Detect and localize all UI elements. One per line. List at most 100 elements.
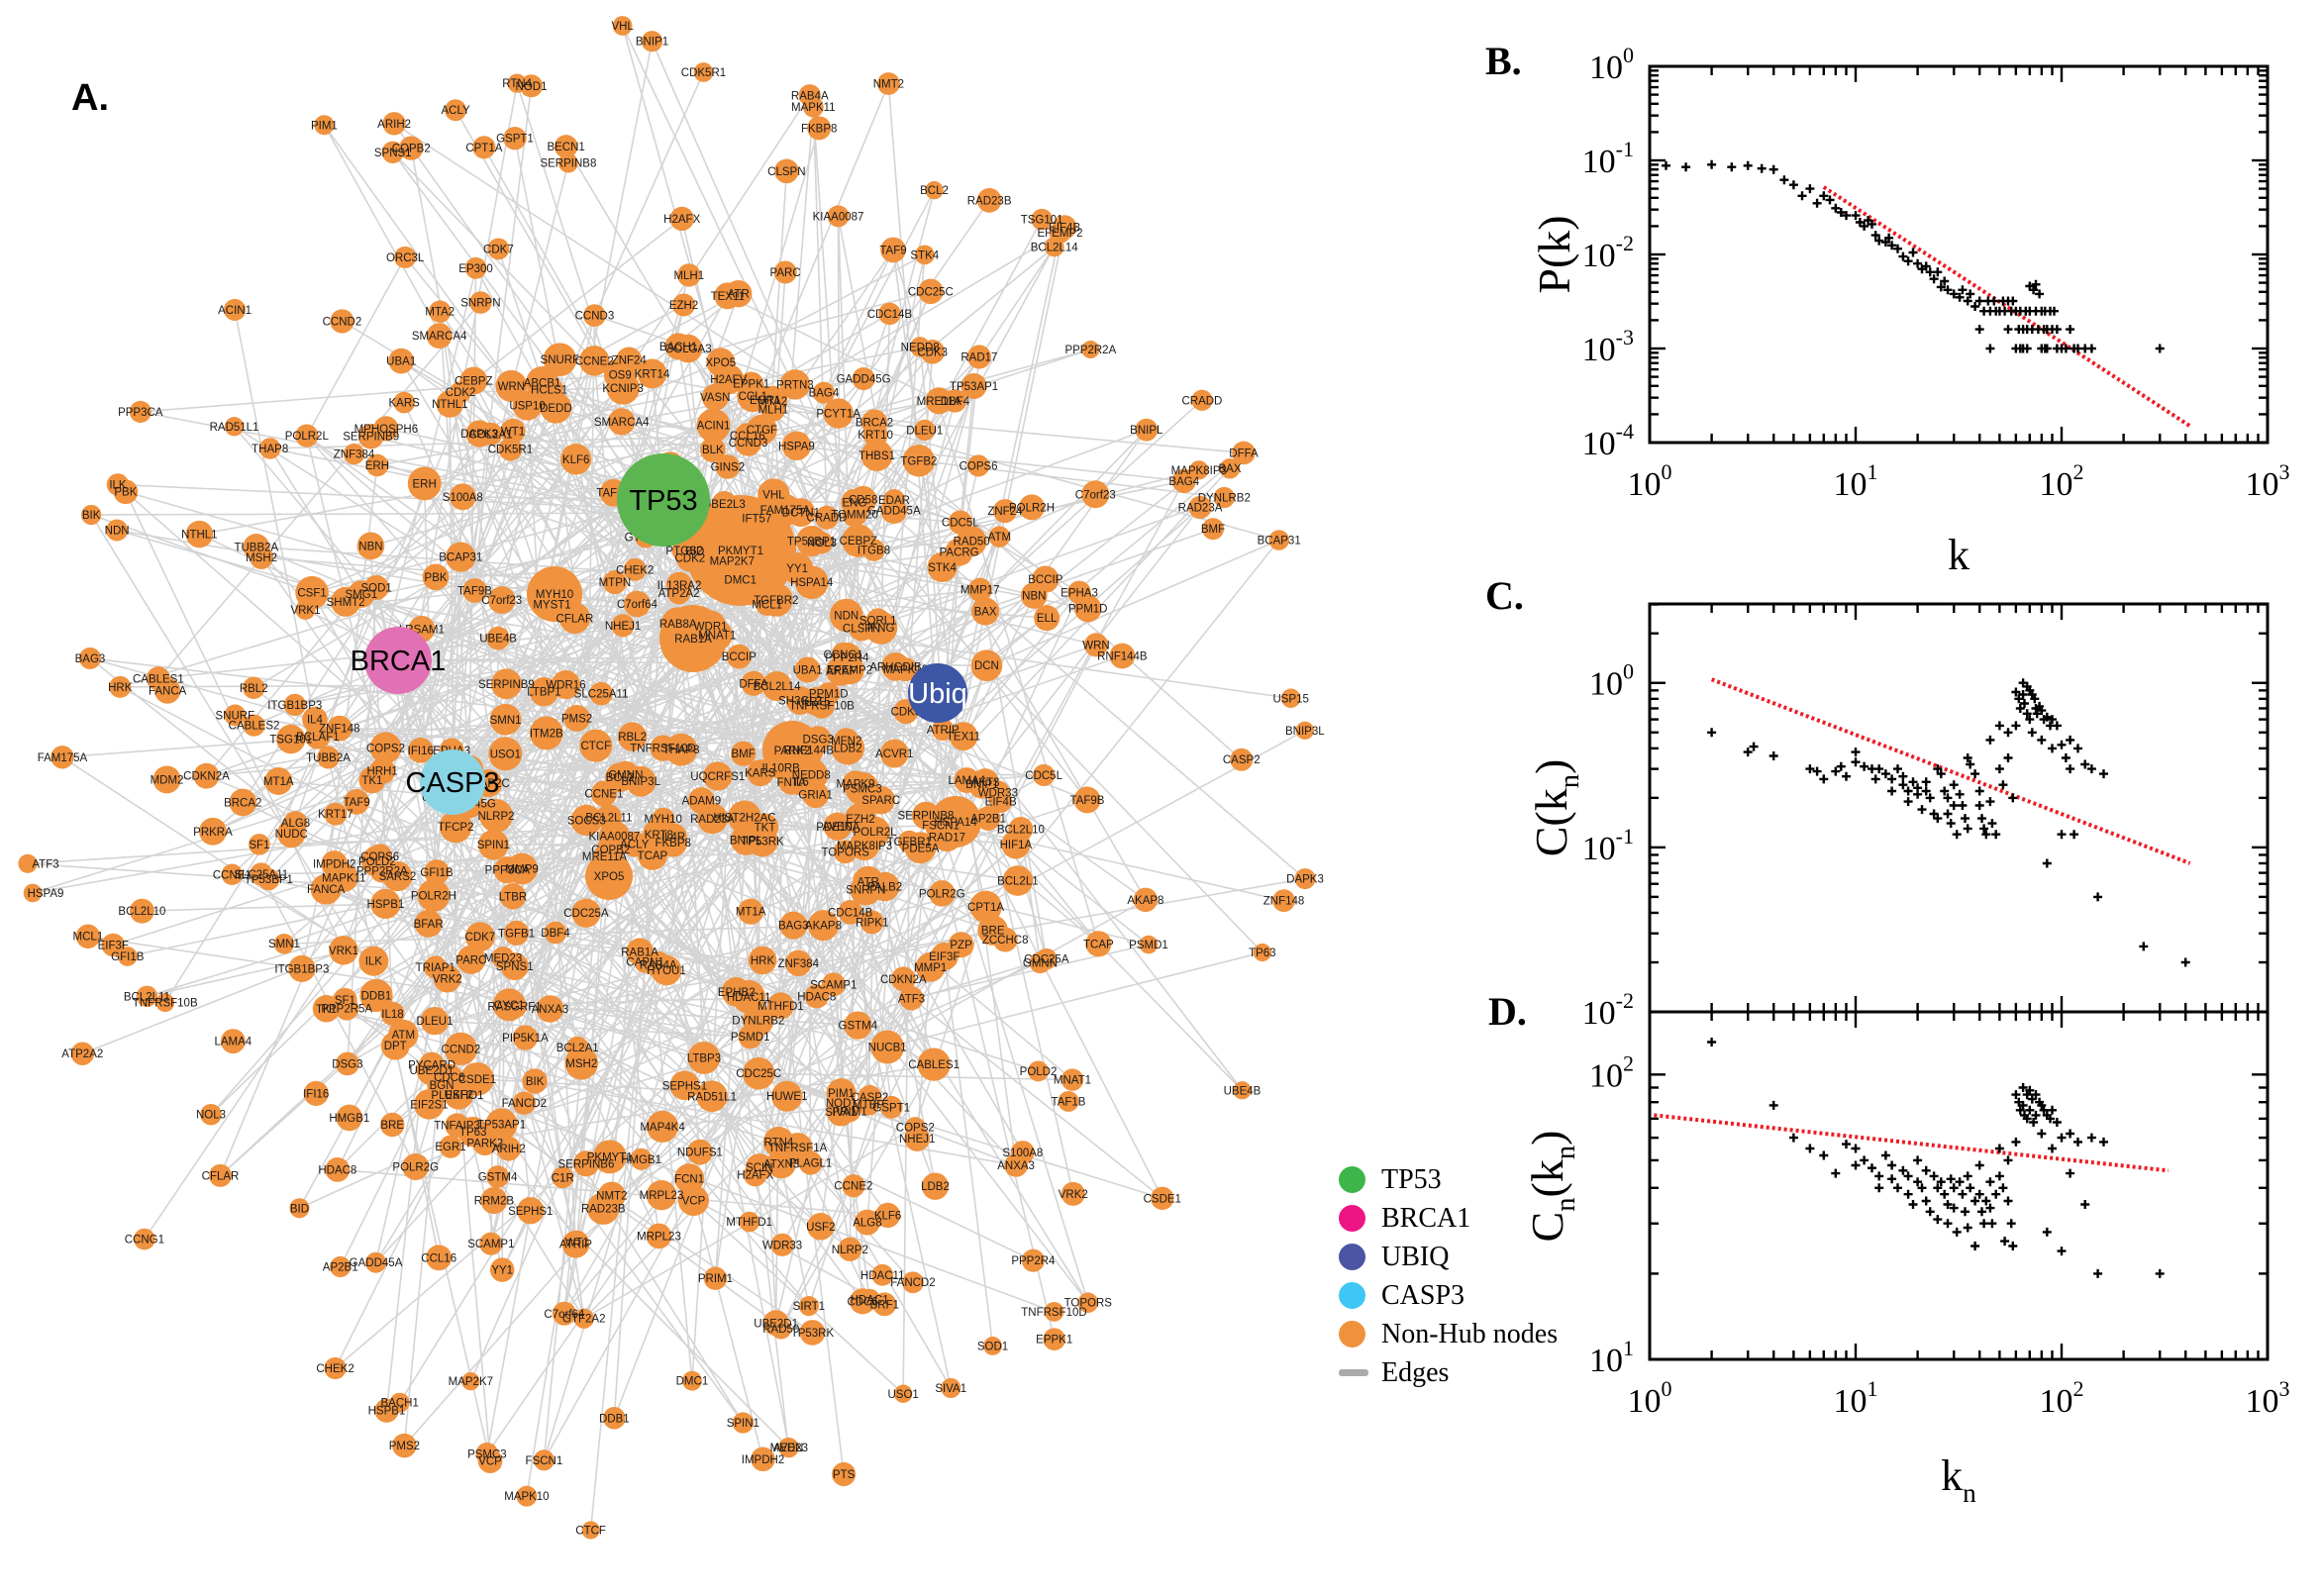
network-node [312, 995, 341, 1023]
gene-label: TK1 [316, 1004, 337, 1016]
network-node [343, 443, 365, 465]
gene-label: LDB2 [921, 1181, 950, 1193]
network-node [424, 955, 448, 979]
network-node [330, 309, 354, 334]
axis-tick-label: 10-2 [1582, 231, 1634, 274]
axis-ticks [1648, 603, 2270, 1014]
network-node [295, 599, 316, 620]
network-node [870, 1030, 905, 1064]
gene-label: NEDD8 [792, 770, 831, 782]
gene-label: RTN4 [764, 1138, 794, 1149]
network-node [681, 1370, 702, 1391]
legend-edge-swatch-icon [1339, 1369, 1368, 1376]
network-node [502, 993, 527, 1019]
gene-label: SIVA1 [825, 1107, 857, 1119]
legend-node-swatch-icon [1339, 1282, 1365, 1309]
gene-label: HIF1A [1000, 840, 1033, 851]
network-node [445, 1113, 469, 1138]
network-node [1233, 1081, 1252, 1100]
network-node [1230, 748, 1254, 771]
gene-label: SNRPN [460, 298, 500, 310]
network-node [276, 724, 306, 754]
network-node [81, 504, 102, 526]
gene-label: SCIN [746, 1162, 772, 1174]
gene-label: PLEKHO1 [431, 1090, 483, 1102]
network-node [303, 1080, 329, 1106]
network-node [931, 718, 955, 742]
gene-label: COL2A1 [468, 429, 512, 441]
gene-label: UBE2D1 [754, 1318, 798, 1330]
gene-label: ATP2A2 [61, 1048, 103, 1060]
network-node [193, 762, 220, 789]
network-node [429, 300, 452, 323]
network-node [930, 796, 981, 848]
network-node [737, 380, 769, 413]
network-node [854, 1209, 880, 1236]
gene-label: VHL [611, 21, 634, 33]
network-node [1034, 605, 1060, 632]
network-node [976, 187, 1002, 213]
network-node [703, 761, 733, 791]
axis-tick-label: 10-2 [1582, 988, 1634, 1032]
network-node [399, 136, 424, 160]
network-node [136, 985, 158, 1008]
gene-label: CASP2 [1223, 754, 1261, 766]
gene-label: HRH1 [366, 766, 397, 778]
network-node [771, 1080, 803, 1112]
gene-label: MT1A [263, 776, 294, 788]
gene-label: RAD50 [762, 1324, 799, 1336]
gene-label: VRK1 [290, 605, 320, 617]
gene-label: CEBPZ [840, 536, 877, 548]
network-node [209, 1163, 233, 1187]
gene-label: CDC14B [867, 309, 913, 321]
gene-label: UBE4B [479, 634, 517, 646]
network-node [623, 557, 647, 581]
hub-label: TP53 [629, 485, 697, 517]
network-node [258, 438, 281, 459]
gene-label: C7orf23 [481, 595, 522, 607]
gene-label: ACLY [620, 840, 650, 851]
gene-label: NOD1 [826, 1098, 858, 1110]
network-node [229, 788, 257, 817]
network-node [324, 1356, 347, 1380]
gene-label: RAD50 [954, 537, 990, 549]
gene-label: PBK [425, 572, 448, 584]
network-node [871, 1263, 894, 1286]
gene-label: ACIN1 [218, 305, 252, 317]
gene-label: POLR2L [853, 827, 897, 839]
gene-label: FKBP8 [655, 838, 690, 849]
gene-label: OS9 [609, 370, 632, 382]
gene-label: MAP2K7 [710, 556, 755, 568]
network-node [650, 735, 676, 761]
network-node [344, 788, 370, 815]
gene-label: TAF9B [457, 585, 492, 597]
gene-label: FAM175A [760, 505, 811, 517]
network-node [625, 765, 656, 797]
gene-label: TAF9 [879, 245, 906, 256]
gene-label: FSCN1 [922, 821, 960, 833]
network-node [23, 883, 43, 903]
network-node [596, 804, 622, 831]
axis-tick-label: 103 [2246, 1376, 2290, 1420]
network-node [1036, 948, 1058, 970]
network-node [1081, 480, 1110, 509]
gene-label: CDC6 [434, 1072, 464, 1084]
network-node [289, 1198, 310, 1219]
gene-label: FCN1 [674, 1173, 704, 1185]
gene-label: PYCARD [408, 1059, 455, 1071]
gene-label: CFLAR [202, 1170, 240, 1182]
network-node [651, 954, 682, 986]
gene-label: SNRPN [846, 885, 885, 897]
network-node [779, 369, 811, 400]
gene-label: BCCIP [1028, 574, 1062, 586]
network-node [726, 644, 752, 669]
gene-label: BNIP1 [636, 37, 668, 49]
gene-label: BFAR [414, 919, 444, 931]
gene-label: BNIP3L [621, 776, 660, 788]
gene-label: SPIN1 [477, 840, 510, 851]
gene-label: USF2 [806, 1222, 835, 1234]
network-node [630, 1147, 653, 1170]
gene-label: USO1 [887, 1389, 918, 1401]
gene-label: LDB2 [834, 744, 862, 755]
network-node [336, 1051, 359, 1076]
